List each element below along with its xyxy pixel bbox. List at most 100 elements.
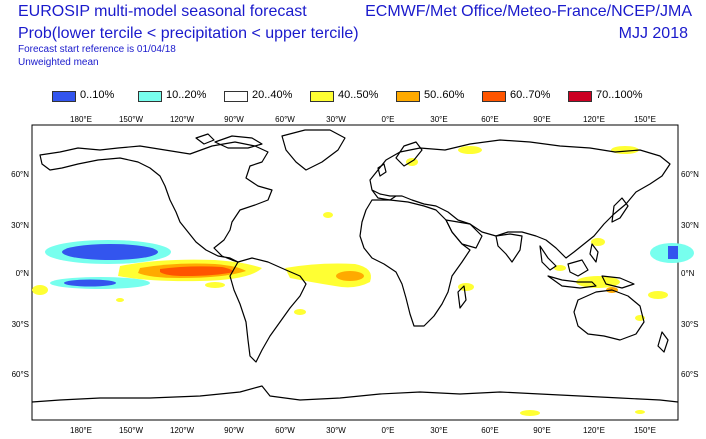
coastline-arctic-islands (195, 133, 215, 145)
season-label: MJJ 2018 (618, 25, 688, 42)
coastline-arctic-islands (214, 135, 263, 149)
shade-0-10 (64, 279, 116, 287)
lon-tick-label: 60°E (481, 426, 498, 435)
forecast-reference: Forecast start reference is 01/04/18 (18, 44, 176, 55)
legend-swatch (138, 91, 162, 102)
lon-tick-label: 180°E (70, 426, 92, 435)
lat-tick-label: 30°N (11, 221, 29, 230)
legend-label: 0..10% (80, 89, 115, 101)
coastline-philippines (589, 243, 599, 263)
coastline-scandinavia (395, 141, 423, 167)
lon-tick-label: 150°W (119, 115, 144, 124)
shade-40-50 (323, 212, 333, 218)
legend-swatch (482, 91, 506, 102)
coastline-indonesia (547, 275, 597, 289)
coastline-eurasia (369, 139, 671, 259)
lat-axis-left: 60°N 30°N 0°N 30°S 60°S (11, 170, 29, 379)
coastline-new-zealand (657, 331, 669, 353)
coastline-greenland (281, 129, 346, 171)
legend-label: 20..40% (252, 89, 293, 101)
legend-label: 60..70% (510, 89, 551, 101)
legend-label: 40..50% (338, 89, 379, 101)
lon-tick-label: 30°E (430, 426, 447, 435)
lon-axis-bottom: 180°E 150°W 120°W 90°W 60°W 30°W 0°E 30°… (70, 426, 656, 435)
lat-tick-label: 30°N (681, 221, 699, 230)
shade-40-50 (648, 291, 668, 299)
legend-swatch (568, 91, 592, 102)
coastlines (31, 129, 679, 403)
lon-tick-label: 30°W (326, 115, 346, 124)
shade-0-10 (62, 244, 158, 260)
legend-swatch (310, 91, 334, 102)
coastline-antarctica (31, 385, 679, 403)
shade-40-50 (458, 283, 474, 291)
lat-tick-label: 0°N (681, 269, 695, 278)
lon-tick-label: 120°E (583, 115, 605, 124)
centres-label: ECMWF/Met Office/Meteo-France/NCEP/JMA (365, 3, 692, 20)
coastline-madagascar (457, 285, 467, 309)
lat-tick-label: 30°S (12, 320, 29, 329)
lon-tick-label: 30°E (430, 115, 447, 124)
lon-tick-label: 90°W (224, 426, 244, 435)
lat-tick-label: 60°S (681, 370, 698, 379)
shade-0-10 (668, 246, 678, 259)
coastline-australia (573, 289, 645, 341)
legend-label: 70..100% (596, 89, 643, 101)
map-subtitle: Prob(lower tercile < precipitation < upp… (18, 25, 359, 42)
coastline-se-asia (539, 245, 557, 271)
coastline-new-guinea (601, 275, 635, 289)
probability-shading (32, 146, 694, 416)
lon-tick-label: 60°W (275, 115, 295, 124)
shade-40-50 (285, 263, 371, 288)
coastline-south-america (229, 257, 307, 363)
lon-tick-label: 120°W (170, 426, 195, 435)
lon-axis-top: 180°E 150°W 120°W 90°W 60°W 30°W 0°E 30°… (70, 115, 656, 124)
shade-50-60 (336, 271, 364, 281)
lon-tick-label: 150°W (119, 426, 144, 435)
weighting-note: Unweighted mean (18, 57, 99, 68)
legend: 0..10% 10..20% 20..40% 40..50% 50..60% 6… (52, 89, 692, 104)
shade-40-50 (116, 298, 124, 302)
lon-tick-label: 60°E (481, 115, 498, 124)
lon-tick-label: 150°E (634, 426, 656, 435)
map-title: EUROSIP multi-model seasonal forecast (18, 3, 307, 20)
coastline-arabia (445, 219, 483, 249)
shade-40-50 (294, 309, 306, 315)
lat-axis-right: 60°N 30°N 0°N 30°S 60°S (681, 170, 699, 379)
lon-tick-label: 90°E (533, 426, 550, 435)
coastline-iberia (371, 189, 397, 201)
coastline-india (495, 233, 523, 263)
lon-tick-label: 90°W (224, 115, 244, 124)
lon-tick-label: 180°E (70, 115, 92, 124)
shade-40-50 (406, 158, 418, 166)
lon-tick-label: 30°W (326, 426, 346, 435)
lat-tick-label: 60°N (681, 170, 699, 179)
coastline-japan (611, 197, 629, 223)
lat-tick-label: 30°S (681, 320, 698, 329)
coastline-north-america (39, 141, 273, 263)
shade-40-50 (635, 410, 645, 414)
shade-40-50 (458, 146, 482, 154)
lon-tick-label: 120°E (583, 426, 605, 435)
shade-40-50 (205, 282, 225, 288)
lat-tick-label: 60°S (12, 370, 29, 379)
lon-tick-label: 60°W (275, 426, 295, 435)
coastline-borneo (567, 259, 589, 277)
lon-tick-label: 0°E (382, 115, 395, 124)
shade-40-50 (32, 285, 48, 295)
lat-tick-label: 0°N (16, 269, 30, 278)
lon-tick-label: 150°E (634, 115, 656, 124)
lon-tick-label: 120°W (170, 115, 195, 124)
coastline-africa (359, 199, 471, 327)
lon-tick-label: 0°E (382, 426, 395, 435)
legend-swatch (396, 91, 420, 102)
shade-60-70 (160, 266, 234, 276)
legend-label: 50..60% (424, 89, 465, 101)
lat-tick-label: 60°N (11, 170, 29, 179)
shade-40-50 (591, 238, 605, 246)
legend-label: 10..20% (166, 89, 207, 101)
shade-40-50 (520, 410, 540, 416)
legend-swatch (224, 91, 248, 102)
coastline-british-isles (377, 163, 387, 177)
